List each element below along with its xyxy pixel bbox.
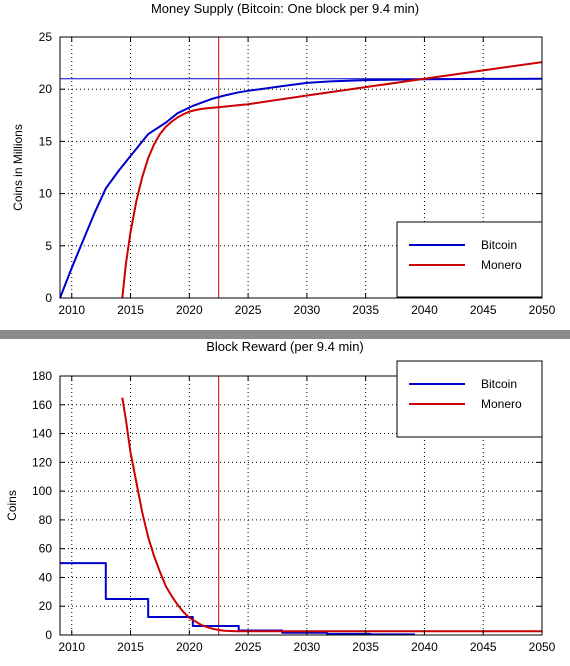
reward-xtick-label: 2025 xyxy=(235,640,262,654)
supply-xtick-label: 2050 xyxy=(529,303,556,317)
supply-ytick-label: 10 xyxy=(39,187,53,201)
supply-legend-label-monero: Monero xyxy=(481,258,522,272)
money-supply-chart: 2010 2015 2020 2025 2030 2035 2040 2045 20500510… xyxy=(11,30,556,317)
reward-ytick-label: 100 xyxy=(32,484,52,498)
block-reward-panel: Block Reward (per 9.4 min) 2010 2015 2020 2… xyxy=(0,339,570,666)
supply-xtick-label: 2015 xyxy=(117,303,144,317)
reward-xtick-label: 2010 xyxy=(58,640,85,654)
supply-xtick-label: 2040 xyxy=(411,303,438,317)
supply-series-bitcoin xyxy=(59,77,543,299)
reward-ytick-label: 140 xyxy=(32,427,52,441)
reward-ytick-label: 120 xyxy=(32,455,52,469)
supply-xtick-label: 2045 xyxy=(470,303,497,317)
money-supply-panel: Money Supply (Bitcoin: One block per 9.4… xyxy=(0,0,570,330)
reward-plot-frame xyxy=(59,375,543,636)
reward-xtick-label: 2030 xyxy=(294,640,321,654)
block-reward-chart: 2010 2015 2020 2025 2030 2035 2040 2045 20500204… xyxy=(5,360,556,654)
reward-xtick-label: 2035 xyxy=(352,640,379,654)
supply-xtick-label: 2010 xyxy=(58,303,85,317)
reward-xtick-label: 2040 xyxy=(411,640,438,654)
reward-ytick-label: 20 xyxy=(39,599,53,613)
supply-ytick-label: 20 xyxy=(39,82,53,96)
reward-ytick-label: 180 xyxy=(32,369,52,383)
supply-xtick-label: 2025 xyxy=(235,303,262,317)
supply-ytick-label: 15 xyxy=(39,134,53,148)
reward-xtick-label: 2045 xyxy=(470,640,497,654)
supply-ytick-label: 0 xyxy=(45,291,52,305)
reward-series-bitcoin xyxy=(60,562,415,636)
reward-ytick-label: 40 xyxy=(39,570,53,584)
supply-ytick-label: 25 xyxy=(39,30,53,44)
reward-ytick-label: 0 xyxy=(45,628,52,642)
supply-ylabel: Coins in Millions xyxy=(11,124,25,211)
reward-series-monero xyxy=(121,397,542,633)
block-reward-title: Block Reward (per 9.4 min) xyxy=(206,339,364,354)
supply-legend xyxy=(396,221,543,298)
reward-ytick-label: 60 xyxy=(39,542,53,556)
reward-ytick-label: 80 xyxy=(39,513,53,527)
supply-xtick-label: 2020 xyxy=(176,303,203,317)
reward-legend-label-monero: Monero xyxy=(481,397,522,411)
reward-legend-label-bitcoin: Bitcoin xyxy=(481,377,517,391)
supply-legend-label-bitcoin: Bitcoin xyxy=(481,238,517,252)
supply-ytick-label: 5 xyxy=(45,239,52,253)
supply-xtick-label: 2030 xyxy=(294,303,321,317)
reward-xtick-label: 2020 xyxy=(176,640,203,654)
money-supply-title: Money Supply (Bitcoin: One block per 9.4… xyxy=(150,1,420,16)
reward-xtick-label: 2015 xyxy=(117,640,144,654)
reward-legend xyxy=(396,360,543,438)
supply-series-monero xyxy=(121,61,543,299)
reward-ytick-label: 160 xyxy=(32,398,52,412)
supply-xtick-label: 2035 xyxy=(352,303,379,317)
reward-ylabel: Coins xyxy=(5,490,19,521)
reward-xtick-label: 2050 xyxy=(529,640,556,654)
supply-plot-frame xyxy=(59,36,543,299)
